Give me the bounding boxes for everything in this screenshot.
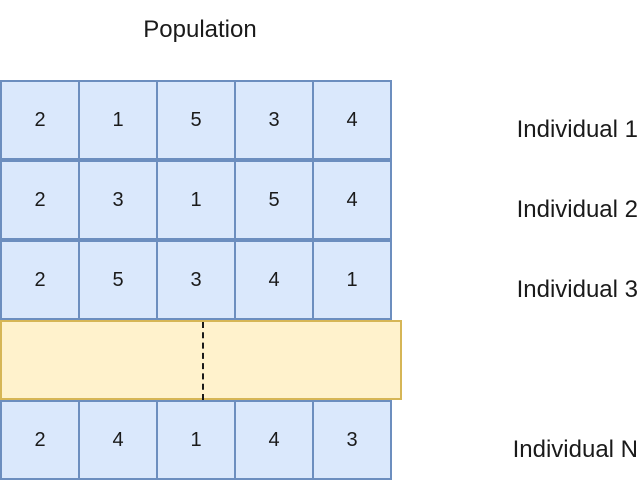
individual-row-1: 2 1 5 3 4: [0, 80, 402, 160]
gene-cell: 1: [78, 80, 158, 160]
gene-cell: 2: [0, 160, 80, 240]
gene-cell: 3: [234, 80, 314, 160]
dashed-divider: [202, 322, 204, 400]
gene-cell: 1: [312, 240, 392, 320]
individual-label-2: Individual 2: [516, 196, 638, 223]
gene-cell: 5: [156, 80, 236, 160]
gene-cell: 3: [312, 400, 392, 480]
gene-cell: 3: [78, 160, 158, 240]
individual-label-3: Individual 3: [516, 276, 638, 303]
gene-cell: 5: [78, 240, 158, 320]
gene-cell: 4: [312, 160, 392, 240]
gene-cell: 2: [0, 400, 80, 480]
gene-cell: 1: [156, 160, 236, 240]
individual-row-2: 2 3 1 5 4: [0, 160, 402, 240]
ellipsis-gap-row: [0, 320, 402, 400]
individual-label-n: Individual N: [512, 436, 638, 463]
gene-cell: 2: [0, 80, 80, 160]
gene-cell: 2: [0, 240, 80, 320]
individual-row-3: 2 5 3 4 1: [0, 240, 402, 320]
population-title: Population: [143, 16, 257, 43]
individual-row-n: 2 4 1 4 3: [0, 400, 402, 480]
individual-label-1: Individual 1: [516, 116, 638, 143]
gene-cell: 4: [234, 240, 314, 320]
gene-cell: 4: [78, 400, 158, 480]
gene-cell: 1: [156, 400, 236, 480]
gene-cell: 3: [156, 240, 236, 320]
gene-cell: 4: [312, 80, 392, 160]
gene-cell: 5: [234, 160, 314, 240]
gene-cell: 4: [234, 400, 314, 480]
